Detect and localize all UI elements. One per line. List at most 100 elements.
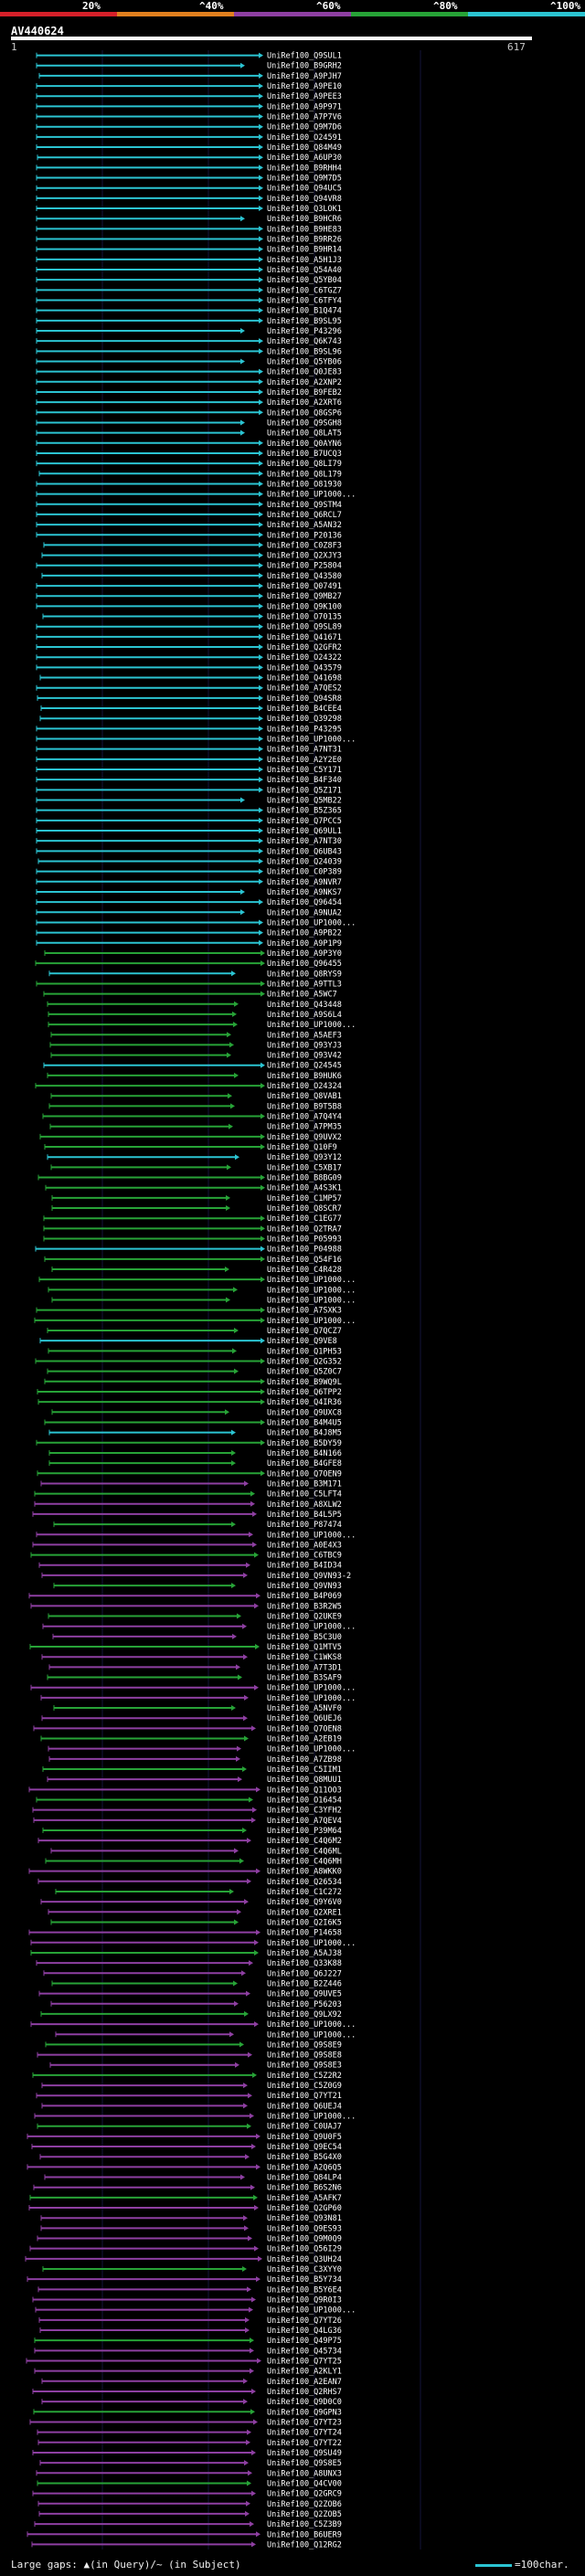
hit-label[interactable]: UniRef100_B6UER9: [267, 2530, 342, 2539]
hit-label[interactable]: UniRef100_B9WQ9L: [267, 1378, 342, 1387]
hit-label[interactable]: UniRef100_Q93N81: [267, 2214, 342, 2223]
hit-label[interactable]: UniRef100_A5AJ38: [267, 1949, 342, 1958]
hit-label[interactable]: UniRef100_O16454: [267, 1797, 342, 1806]
hit-label[interactable]: UniRef100_Q6RCL7: [267, 511, 342, 520]
hit-label[interactable]: UniRef100_Q2UKE9: [267, 1613, 342, 1622]
hit-label[interactable]: UniRef100_C0P389: [267, 868, 342, 877]
hit-label[interactable]: UniRef100_B9FEB2: [267, 388, 342, 398]
hit-label[interactable]: UniRef100_B3M171: [267, 1479, 342, 1489]
hit-label[interactable]: UniRef100_A5AN32: [267, 521, 342, 530]
hit-label[interactable]: UniRef100_Q9M7D5: [267, 175, 342, 184]
hit-label[interactable]: UniRef100_P25804: [267, 562, 342, 571]
hit-label[interactable]: UniRef100_Q2TRA7: [267, 1224, 342, 1234]
hit-label[interactable]: UniRef100_Q43580: [267, 572, 342, 581]
hit-label[interactable]: UniRef100_Q1PH53: [267, 1347, 342, 1356]
hit-label[interactable]: UniRef100_B9HUK6: [267, 1072, 342, 1081]
hit-label[interactable]: UniRef100_UP1000...: [267, 736, 356, 745]
hit-label[interactable]: UniRef100_Q3UH24: [267, 2255, 342, 2264]
hit-label[interactable]: UniRef100_B4CEE4: [267, 705, 342, 714]
hit-label[interactable]: UniRef100_B9HR14: [267, 246, 342, 255]
hit-label[interactable]: UniRef100_C5Y171: [267, 766, 342, 775]
hit-label[interactable]: UniRef100_Q9S8E3: [267, 2062, 342, 2071]
hit-label[interactable]: UniRef100_C1C272: [267, 1888, 342, 1897]
hit-label[interactable]: UniRef100_Q54F16: [267, 1256, 342, 1265]
hit-label[interactable]: UniRef100_Q94SR8: [267, 694, 342, 704]
hit-label[interactable]: UniRef100_Q5Z171: [267, 786, 342, 795]
hit-label[interactable]: UniRef100_A4S3K1: [267, 1184, 342, 1193]
hit-label[interactable]: UniRef100_A5AFK7: [267, 2194, 342, 2203]
hit-label[interactable]: UniRef100_Q93V42: [267, 1052, 342, 1061]
hit-label[interactable]: UniRef100_UP1000...: [267, 1939, 356, 1948]
hit-label[interactable]: UniRef100_P43295: [267, 725, 342, 734]
hit-label[interactable]: UniRef100_C5LFT4: [267, 1490, 342, 1500]
hit-label[interactable]: UniRef100_Q6TPP2: [267, 1388, 342, 1397]
hit-label[interactable]: UniRef100_Q9LX92: [267, 2010, 342, 2019]
hit-label[interactable]: UniRef100_UP1000...: [267, 2020, 356, 2030]
hit-label[interactable]: UniRef100_UP1000...: [267, 2030, 356, 2040]
hit-label[interactable]: UniRef100_Q9S8E5: [267, 2459, 342, 2468]
hit-label[interactable]: UniRef100_A5WC7: [267, 991, 337, 1000]
hit-label[interactable]: UniRef100_A8WKK0: [267, 1868, 342, 1877]
hit-label[interactable]: UniRef100_B4GFE8: [267, 1459, 342, 1468]
hit-label[interactable]: UniRef100_Q4CV00: [267, 2479, 342, 2488]
hit-label[interactable]: UniRef100_Q6J227: [267, 1969, 342, 1978]
hit-label[interactable]: UniRef100_Q49P75: [267, 2337, 342, 2346]
hit-label[interactable]: UniRef100_Q69UL1: [267, 827, 342, 836]
hit-label[interactable]: UniRef100_Q7YT26: [267, 2316, 342, 2326]
hit-label[interactable]: UniRef100_B5G4X0: [267, 2153, 342, 2162]
hit-label[interactable]: UniRef100_UP1000...: [267, 1317, 356, 1326]
hit-label[interactable]: UniRef100_A2XRT6: [267, 398, 342, 408]
hit-label[interactable]: UniRef100_Q2GFR2: [267, 643, 342, 652]
hit-label[interactable]: UniRef100_C5XB17: [267, 1163, 342, 1172]
hit-label[interactable]: UniRef100_Q56I29: [267, 2245, 342, 2254]
hit-label[interactable]: UniRef100_UP1000...: [267, 1684, 356, 1693]
hit-label[interactable]: UniRef100_Q8GSP6: [267, 408, 342, 418]
hit-label[interactable]: UniRef100_C0Z8F3: [267, 541, 342, 550]
hit-label[interactable]: UniRef100_Q24039: [267, 857, 342, 866]
hit-label[interactable]: UniRef100_Q0AYN6: [267, 440, 342, 449]
hit-label[interactable]: UniRef100_B3R2W5: [267, 1602, 342, 1611]
hit-label[interactable]: UniRef100_Q9SUL1: [267, 52, 342, 61]
hit-label[interactable]: UniRef100_Q7YT25: [267, 2357, 342, 2366]
hit-label[interactable]: UniRef100_O81930: [267, 480, 342, 489]
hit-label[interactable]: UniRef100_C4Q6ML: [267, 1847, 342, 1856]
hit-label[interactable]: UniRef100_C1MP57: [267, 1194, 342, 1203]
hit-label[interactable]: UniRef100_Q2GP60: [267, 2204, 342, 2213]
hit-label[interactable]: UniRef100_Q7YT21: [267, 2092, 342, 2101]
hit-label[interactable]: UniRef100_A7NT30: [267, 837, 342, 846]
hit-label[interactable]: UniRef100_Q43448: [267, 1001, 342, 1010]
hit-label[interactable]: UniRef100_A9P971: [267, 102, 342, 111]
hit-label[interactable]: UniRef100_B5Y734: [267, 2275, 342, 2284]
hit-label[interactable]: UniRef100_Q96455: [267, 959, 342, 969]
hit-label[interactable]: UniRef100_A2EAN7: [267, 2378, 342, 2387]
hit-label[interactable]: UniRef100_UP1000...: [267, 1531, 356, 1540]
hit-label[interactable]: UniRef100_Q7QCZ7: [267, 1327, 342, 1336]
hit-label[interactable]: UniRef100_Q5MB22: [267, 797, 342, 806]
hit-label[interactable]: UniRef100_Q5YB04: [267, 276, 342, 285]
hit-label[interactable]: UniRef100_Q9UXC8: [267, 1408, 342, 1417]
hit-label[interactable]: UniRef100_A9NKS7: [267, 888, 342, 897]
hit-label[interactable]: UniRef100_A9PJH7: [267, 72, 342, 81]
hit-label[interactable]: UniRef100_Q39298: [267, 715, 342, 724]
hit-label[interactable]: UniRef100_B9GRH2: [267, 62, 342, 71]
hit-label[interactable]: UniRef100_Q10F9: [267, 1143, 337, 1152]
hit-label[interactable]: UniRef100_C3YFH2: [267, 1807, 342, 1816]
hit-label[interactable]: UniRef100_B8BG09: [267, 1174, 342, 1183]
hit-label[interactable]: UniRef100_Q9ES93: [267, 2224, 342, 2233]
hit-label[interactable]: UniRef100_B4P069: [267, 1592, 342, 1601]
hit-label[interactable]: UniRef100_Q7YT22: [267, 2439, 342, 2448]
hit-label[interactable]: UniRef100_B5DY59: [267, 1439, 342, 1448]
hit-label[interactable]: UniRef100_B9SL96: [267, 347, 342, 356]
hit-label[interactable]: UniRef100_A7SXK3: [267, 1307, 342, 1316]
hit-label[interactable]: UniRef100_Q84LP4: [267, 2174, 342, 2183]
hit-label[interactable]: UniRef100_A5AEF3: [267, 1031, 342, 1040]
hit-label[interactable]: UniRef100_Q24545: [267, 1062, 342, 1071]
hit-label[interactable]: UniRef100_UP1000...: [267, 1297, 356, 1306]
hit-label[interactable]: UniRef100_C5IIM1: [267, 1765, 342, 1775]
hit-label[interactable]: UniRef100_P04988: [267, 1246, 342, 1255]
hit-label[interactable]: UniRef100_P87474: [267, 1521, 342, 1530]
hit-label[interactable]: UniRef100_UP1000...: [267, 2113, 356, 2122]
hit-label[interactable]: UniRef100_B9HE83: [267, 225, 342, 234]
hit-label[interactable]: UniRef100_B4N166: [267, 1449, 342, 1458]
hit-label[interactable]: UniRef100_Q5Z0C7: [267, 1368, 342, 1377]
